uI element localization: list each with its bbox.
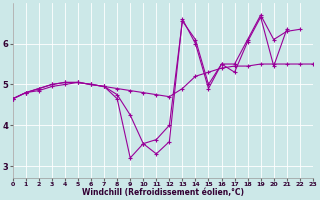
- X-axis label: Windchill (Refroidissement éolien,°C): Windchill (Refroidissement éolien,°C): [82, 188, 244, 197]
